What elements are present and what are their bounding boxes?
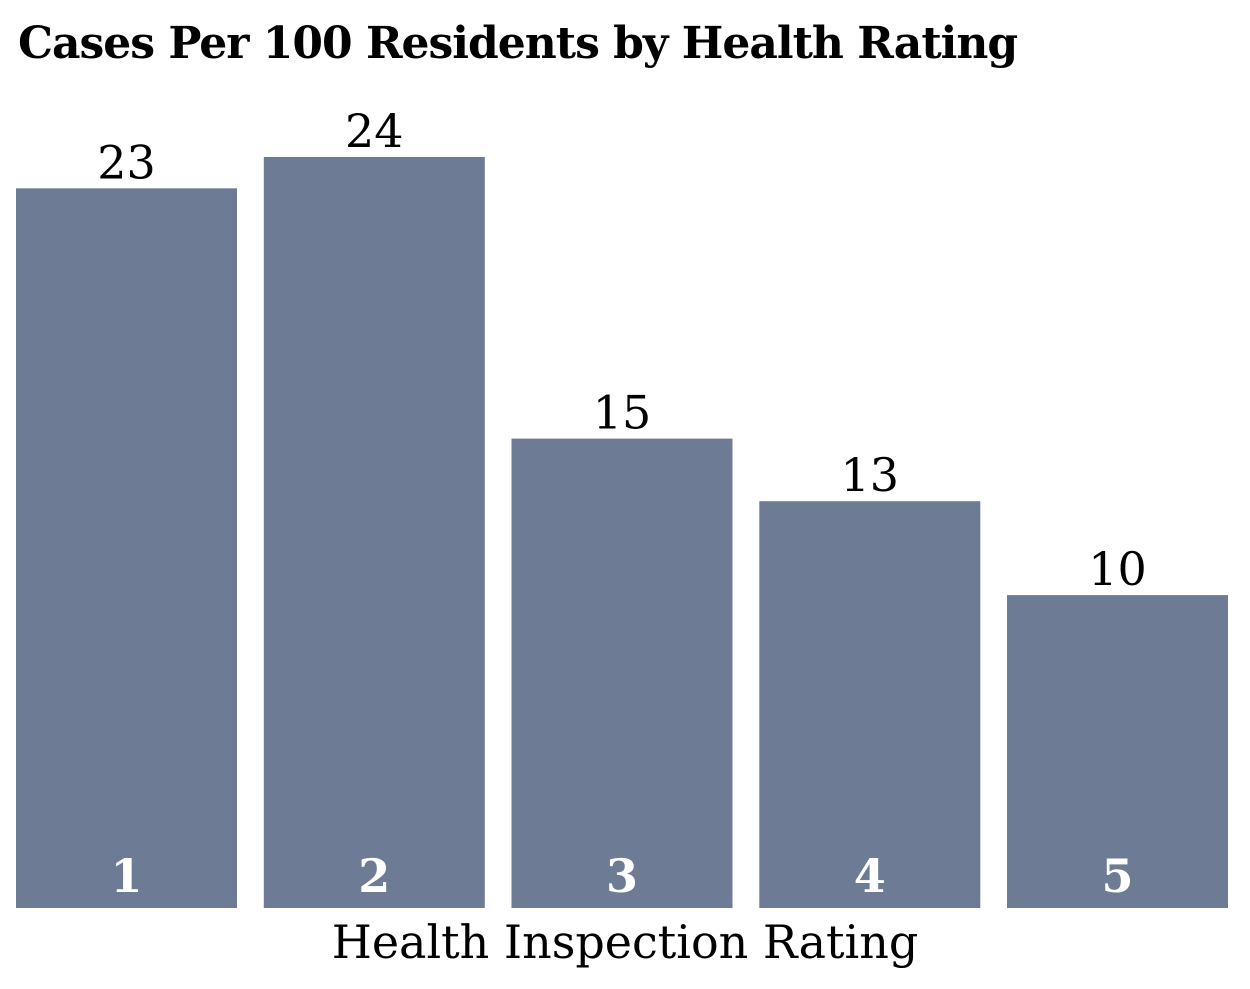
value-label-1: 23 <box>97 135 156 189</box>
bar-2 <box>263 157 485 908</box>
bar-3 <box>511 438 733 908</box>
category-label-4: 4 <box>854 849 886 903</box>
bar-1 <box>16 188 237 909</box>
value-label-4: 13 <box>841 448 900 502</box>
category-label-2: 2 <box>358 849 390 903</box>
value-label-3: 15 <box>593 386 652 440</box>
value-label-2: 24 <box>345 104 404 158</box>
x-axis-label: Health Inspection Rating <box>331 915 919 969</box>
chart-title: Cases Per 100 Residents by Health Rating <box>18 18 1018 69</box>
bar-5 <box>1007 595 1228 908</box>
category-label-1: 1 <box>110 849 142 903</box>
category-label-5: 5 <box>1101 849 1133 903</box>
category-label-3: 3 <box>606 849 638 903</box>
value-label-5: 10 <box>1088 542 1147 596</box>
bar-4 <box>759 501 981 908</box>
